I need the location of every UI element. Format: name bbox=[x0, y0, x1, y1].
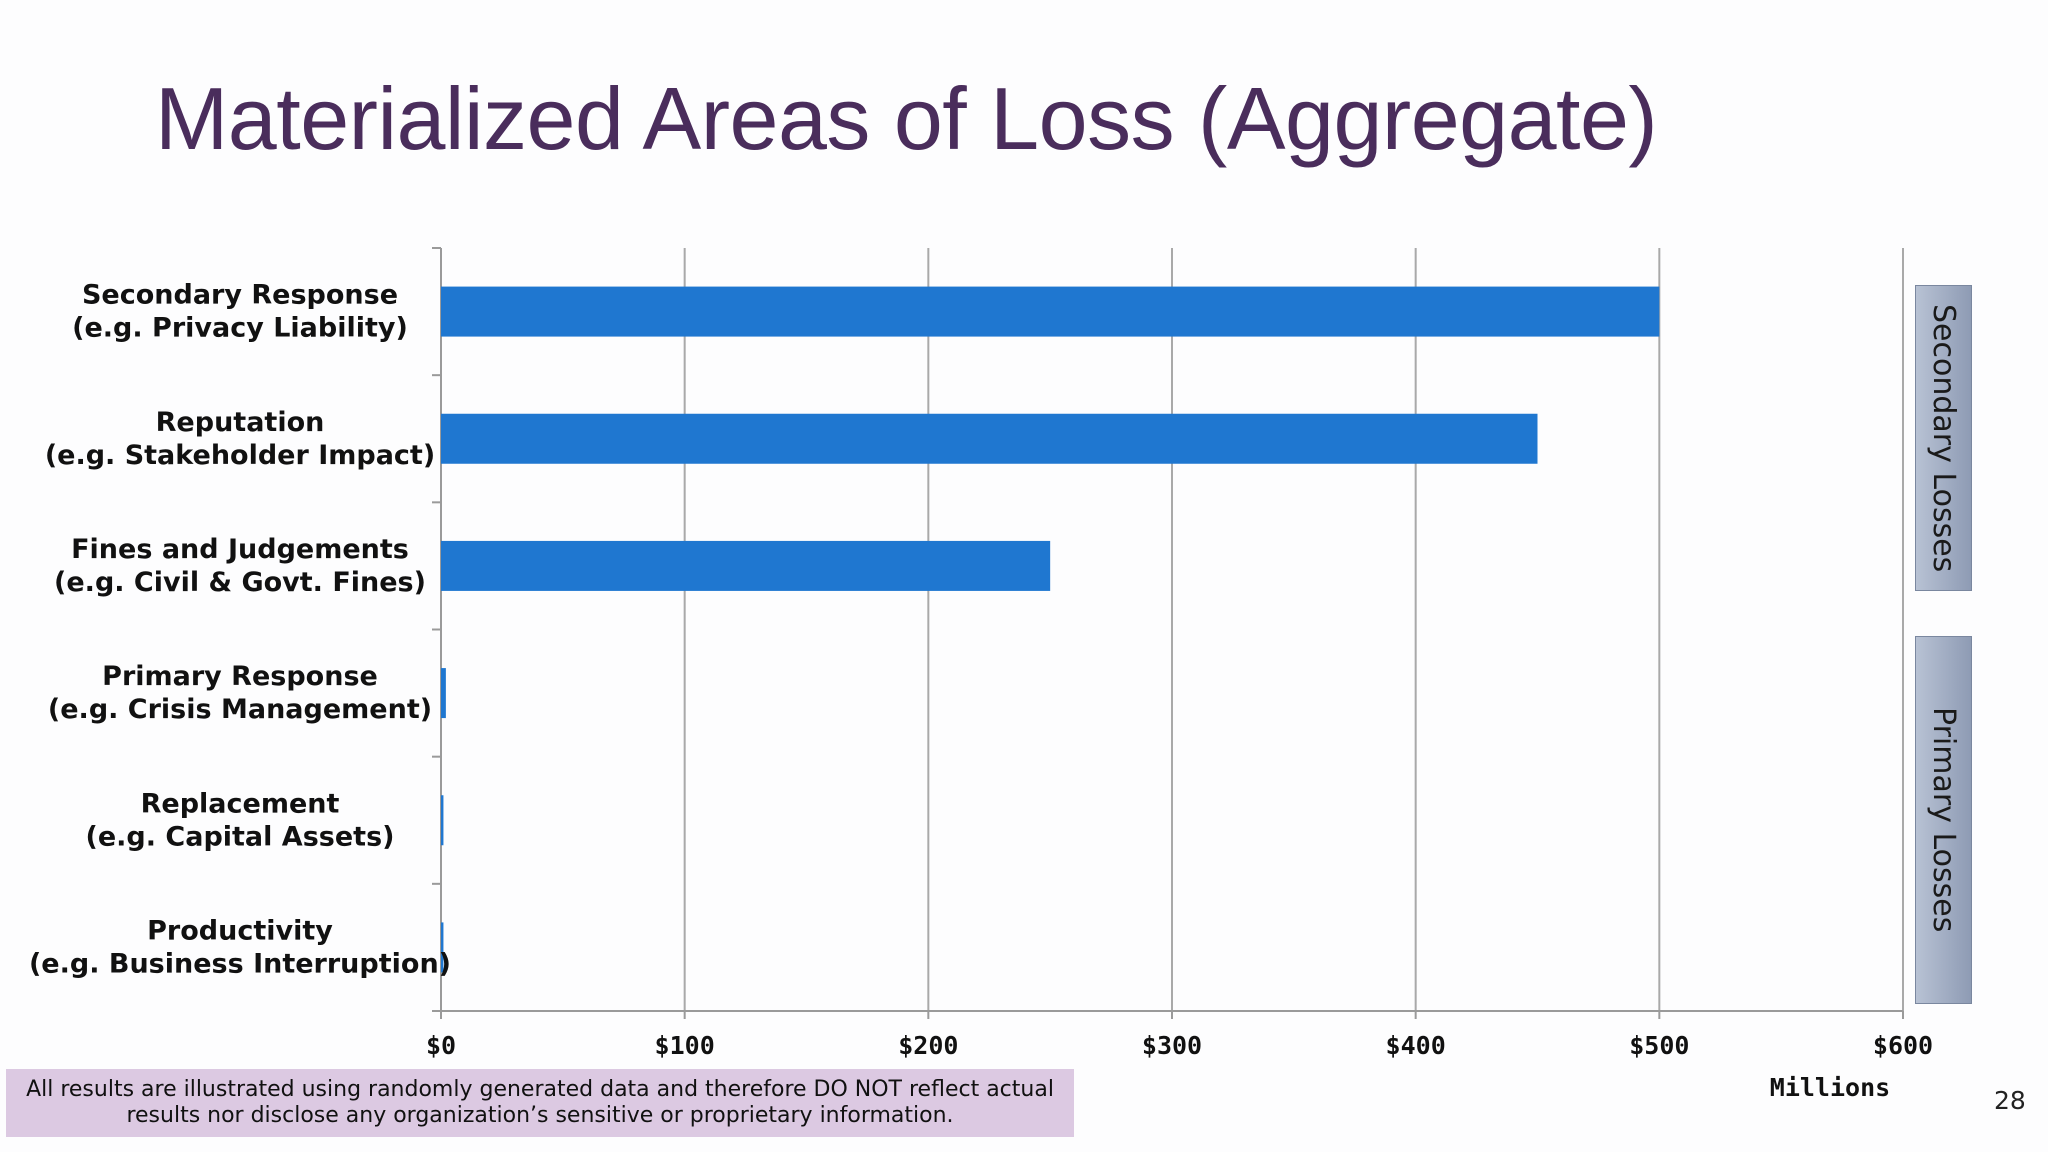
bars bbox=[441, 286, 1660, 973]
category-label-line: Reputation bbox=[156, 407, 325, 438]
category-label-line: Secondary Response bbox=[82, 280, 398, 311]
tick-labels: $0 $100 $200 $300 $400 $500 $600 bbox=[426, 1031, 1933, 1060]
primary-losses-label: Primary Losses bbox=[1915, 636, 1972, 1004]
bar bbox=[441, 922, 444, 973]
axes bbox=[432, 247, 1904, 1019]
category-label: Primary Response (e.g. Crisis Management) bbox=[48, 661, 432, 725]
bar bbox=[441, 540, 1051, 591]
primary-losses-text: Primary Losses bbox=[1926, 707, 1961, 933]
category-label-line: Primary Response bbox=[102, 661, 378, 692]
x-axis-title: Millions bbox=[1770, 1073, 1890, 1102]
grid-lines bbox=[683, 248, 1904, 1011]
category-label: Reputation (e.g. Stakeholder Impact) bbox=[45, 407, 435, 471]
category-label-line: (e.g. Civil & Govt. Fines) bbox=[54, 567, 426, 598]
category-label-line: (e.g. Stakeholder Impact) bbox=[45, 440, 435, 471]
x-tick-label: $100 bbox=[655, 1031, 715, 1060]
category-label: Fines and Judgements (e.g. Civil & Govt. … bbox=[54, 534, 426, 598]
category-label: Productivity (e.g. Business Interruption) bbox=[29, 915, 451, 979]
bar bbox=[441, 668, 446, 719]
category-label-line: Productivity bbox=[147, 915, 333, 946]
disclaimer-line-2: results nor disclose any organization’s … bbox=[126, 1103, 954, 1128]
category-label-line: (e.g. Crisis Management) bbox=[48, 694, 432, 725]
category-labels: Secondary Response (e.g. Privacy Liabilit… bbox=[29, 280, 451, 980]
bar bbox=[441, 413, 1538, 464]
secondary-losses-text: Secondary Losses bbox=[1926, 303, 1961, 573]
x-tick-label: $0 bbox=[426, 1031, 456, 1060]
x-tick-label: $300 bbox=[1142, 1031, 1202, 1060]
bar bbox=[441, 795, 444, 846]
x-tick-label: $500 bbox=[1629, 1031, 1689, 1060]
disclaimer-line-1: All results are illustrated using random… bbox=[26, 1077, 1054, 1102]
category-label-line: (e.g. Capital Assets) bbox=[86, 821, 395, 852]
x-tick-label: $200 bbox=[898, 1031, 958, 1060]
category-label-line: Replacement bbox=[141, 788, 340, 819]
x-tick-label: $600 bbox=[1873, 1031, 1933, 1060]
x-tick-label: $400 bbox=[1386, 1031, 1446, 1060]
disclaimer-box: All results are illustrated using random… bbox=[6, 1069, 1074, 1137]
category-label: Replacement (e.g. Capital Assets) bbox=[86, 788, 395, 852]
category-label: Secondary Response (e.g. Privacy Liabilit… bbox=[72, 280, 408, 344]
bar bbox=[441, 286, 1660, 337]
category-label-line: (e.g. Business Interruption) bbox=[29, 948, 451, 979]
category-label-line: Fines and Judgements bbox=[71, 534, 409, 565]
slide-title: Materialized Areas of Loss (Aggregate) bbox=[155, 69, 1658, 168]
secondary-losses-label: Secondary Losses bbox=[1915, 285, 1972, 591]
category-label-line: (e.g. Privacy Liability) bbox=[72, 313, 408, 344]
page-number: 28 bbox=[1994, 1086, 2026, 1115]
